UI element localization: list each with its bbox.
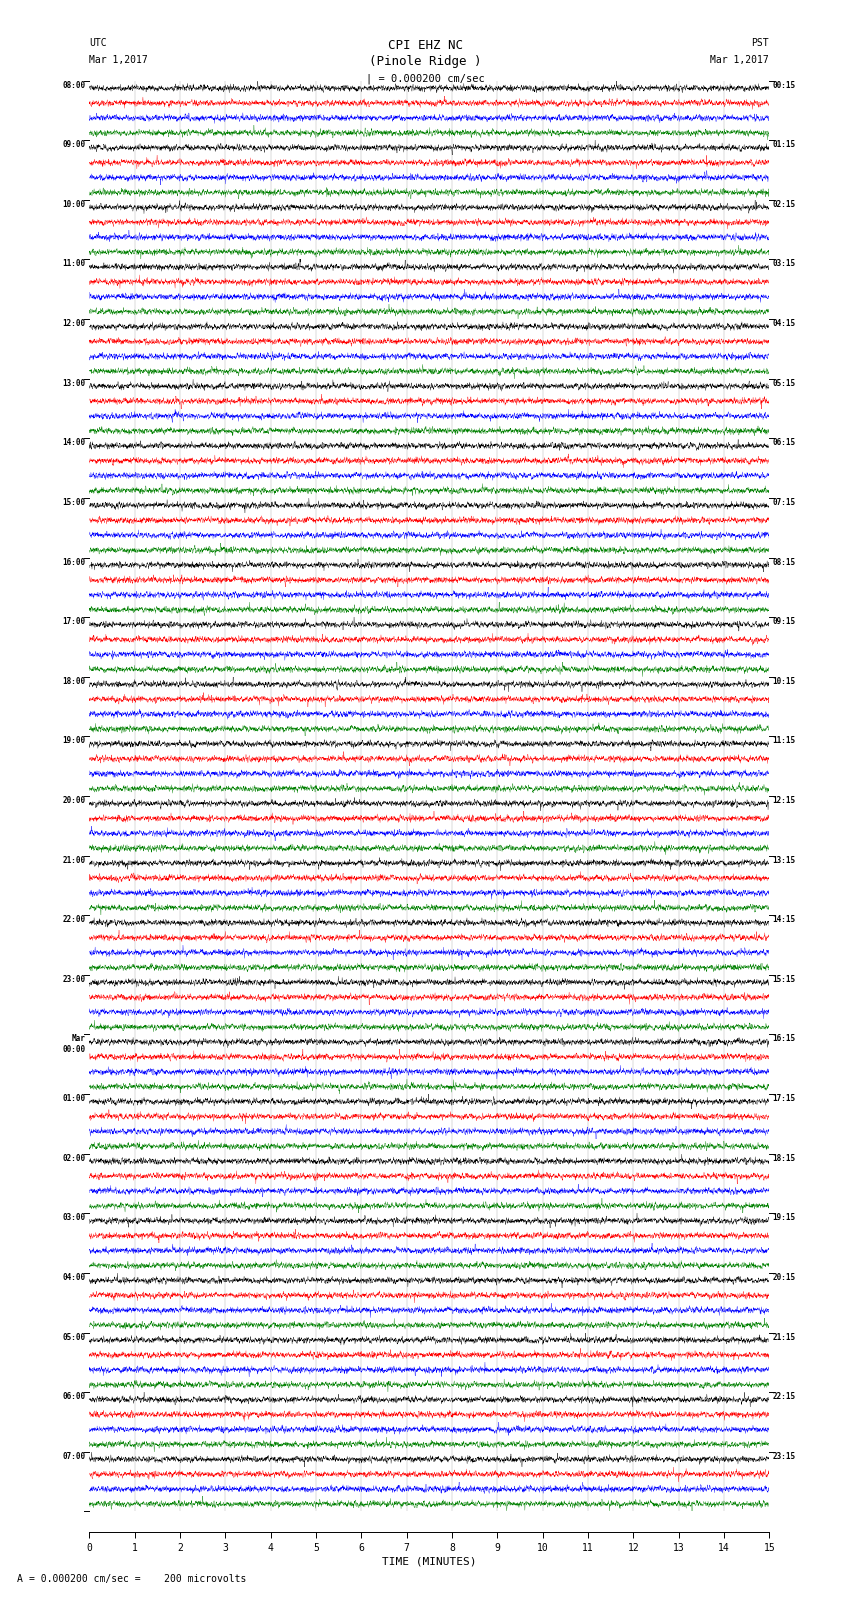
Text: 12:15: 12:15 — [773, 797, 796, 805]
Text: Mar: Mar — [72, 1034, 86, 1044]
Text: 01:15: 01:15 — [773, 140, 796, 150]
Text: 18:00: 18:00 — [63, 677, 86, 686]
Text: CPI EHZ NC: CPI EHZ NC — [388, 39, 462, 52]
Text: 08:15: 08:15 — [773, 558, 796, 566]
Text: 09:00: 09:00 — [63, 140, 86, 150]
Text: 22:15: 22:15 — [773, 1392, 796, 1402]
Text: 03:15: 03:15 — [773, 260, 796, 268]
Text: 19:15: 19:15 — [773, 1213, 796, 1223]
Text: 16:00: 16:00 — [63, 558, 86, 566]
Text: | = 0.000200 cm/sec: | = 0.000200 cm/sec — [366, 73, 484, 84]
Text: PST: PST — [751, 39, 769, 48]
Text: 13:00: 13:00 — [63, 379, 86, 387]
Text: 10:15: 10:15 — [773, 677, 796, 686]
Text: UTC: UTC — [89, 39, 107, 48]
Text: 00:00: 00:00 — [63, 1045, 86, 1053]
Text: A: A — [17, 1574, 23, 1584]
Text: 07:00: 07:00 — [63, 1452, 86, 1461]
Text: 22:00: 22:00 — [63, 915, 86, 924]
Text: 13:15: 13:15 — [773, 855, 796, 865]
Text: 04:00: 04:00 — [63, 1273, 86, 1282]
Text: 20:00: 20:00 — [63, 797, 86, 805]
X-axis label: TIME (MINUTES): TIME (MINUTES) — [382, 1557, 477, 1566]
Text: 16:15: 16:15 — [773, 1034, 796, 1044]
Text: 20:15: 20:15 — [773, 1273, 796, 1282]
Text: = 0.000200 cm/sec =    200 microvolts: = 0.000200 cm/sec = 200 microvolts — [29, 1574, 246, 1584]
Text: 12:00: 12:00 — [63, 319, 86, 327]
Text: 23:00: 23:00 — [63, 974, 86, 984]
Text: 19:00: 19:00 — [63, 737, 86, 745]
Text: 14:00: 14:00 — [63, 439, 86, 447]
Text: 10:00: 10:00 — [63, 200, 86, 208]
Text: 07:15: 07:15 — [773, 498, 796, 506]
Text: 02:15: 02:15 — [773, 200, 796, 208]
Text: 03:00: 03:00 — [63, 1213, 86, 1223]
Text: 05:15: 05:15 — [773, 379, 796, 387]
Text: 06:00: 06:00 — [63, 1392, 86, 1402]
Text: (Pinole Ridge ): (Pinole Ridge ) — [369, 55, 481, 68]
Text: Mar 1,2017: Mar 1,2017 — [711, 55, 769, 65]
Text: 06:15: 06:15 — [773, 439, 796, 447]
Text: 01:00: 01:00 — [63, 1094, 86, 1103]
Text: 02:00: 02:00 — [63, 1153, 86, 1163]
Text: 09:15: 09:15 — [773, 618, 796, 626]
Text: 05:00: 05:00 — [63, 1332, 86, 1342]
Text: Mar 1,2017: Mar 1,2017 — [89, 55, 148, 65]
Text: 17:15: 17:15 — [773, 1094, 796, 1103]
Text: 17:00: 17:00 — [63, 618, 86, 626]
Text: 21:15: 21:15 — [773, 1332, 796, 1342]
Text: 15:15: 15:15 — [773, 974, 796, 984]
Text: 21:00: 21:00 — [63, 855, 86, 865]
Text: 15:00: 15:00 — [63, 498, 86, 506]
Text: 11:00: 11:00 — [63, 260, 86, 268]
Text: 11:15: 11:15 — [773, 737, 796, 745]
Text: 14:15: 14:15 — [773, 915, 796, 924]
Text: 04:15: 04:15 — [773, 319, 796, 327]
Text: 00:15: 00:15 — [773, 81, 796, 90]
Text: 23:15: 23:15 — [773, 1452, 796, 1461]
Text: 08:00: 08:00 — [63, 81, 86, 90]
Text: 18:15: 18:15 — [773, 1153, 796, 1163]
